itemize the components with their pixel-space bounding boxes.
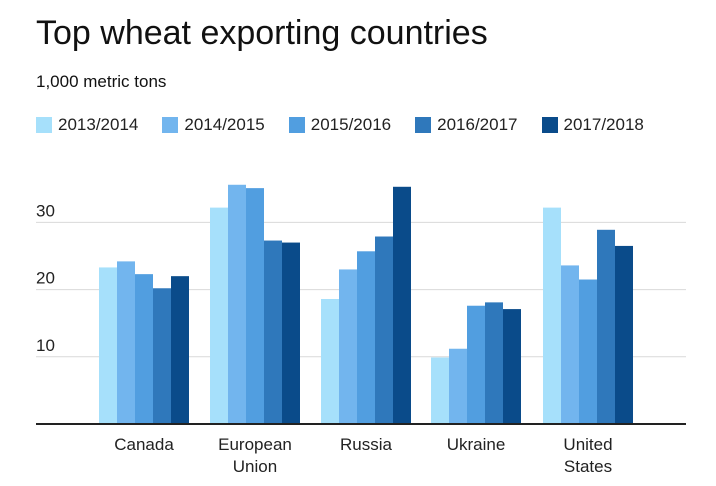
x-tick-label: Canada <box>114 435 174 454</box>
bar-canada-1 <box>117 261 135 424</box>
legend-label: 2014/2015 <box>184 115 265 134</box>
legend-swatch <box>36 117 52 133</box>
legend-label: 2013/2014 <box>58 115 139 134</box>
bar-russia-3 <box>375 236 393 424</box>
x-tick-label: European <box>218 435 292 454</box>
legend-item-3: 2016/2017 <box>415 115 518 135</box>
bar-united-states-3 <box>597 229 615 424</box>
bar-canada-0 <box>99 267 117 424</box>
bar-united-states-4 <box>615 245 633 424</box>
chart-subtitle: 1,000 metric tons <box>36 72 167 91</box>
legend-label: 2015/2016 <box>310 115 392 134</box>
legend-label: 2017/2018 <box>563 115 644 134</box>
bar-european-union-1 <box>228 184 246 424</box>
y-tick-label: 30 <box>36 201 55 220</box>
x-tick-label: Union <box>233 457 277 476</box>
chart-legend: 2013/2014 2014/2015 2015/2016 2016/2017 2017… <box>36 113 668 137</box>
legend-item-1: 2014/2015 <box>162 115 265 135</box>
bar-ukraine-3 <box>485 302 503 424</box>
bar-canada-2 <box>135 274 153 424</box>
legend-swatch <box>541 117 558 133</box>
bar-ukraine-0 <box>431 357 449 424</box>
bar-european-union-0 <box>210 207 228 424</box>
bar-canada-3 <box>153 288 171 424</box>
bar-european-union-4 <box>282 242 300 424</box>
y-tick-label: 20 <box>36 269 55 288</box>
legend-swatch <box>288 117 305 133</box>
bar-european-union-2 <box>246 188 264 424</box>
legend-swatch <box>162 117 179 133</box>
bar-ukraine-1 <box>449 348 467 424</box>
x-tick-label: States <box>564 457 612 476</box>
legend-item-2: 2015/2016 <box>288 115 392 135</box>
bar-united-states-0 <box>543 207 561 424</box>
bar-ukraine-2 <box>467 305 485 424</box>
bar-russia-0 <box>321 299 339 424</box>
x-tick-label: Ukraine <box>447 435 506 454</box>
bar-russia-1 <box>339 269 357 424</box>
chart-title: Top wheat exporting countries <box>36 14 488 52</box>
x-tick-label: United <box>563 435 612 454</box>
bar-united-states-2 <box>579 279 597 424</box>
bar-european-union-3 <box>264 240 282 424</box>
bar-united-states-1 <box>561 265 579 424</box>
bar-ukraine-4 <box>503 309 521 424</box>
y-tick-label: 10 <box>36 336 55 355</box>
legend-swatch <box>415 117 432 133</box>
legend-item-0: 2013/2014 <box>36 115 138 135</box>
bar-russia-4 <box>393 186 411 424</box>
legend-item-4: 2017/2018 <box>541 115 644 135</box>
bar-canada-4 <box>171 276 189 424</box>
x-tick-label: Russia <box>340 435 393 454</box>
bar-russia-2 <box>357 251 375 424</box>
legend-label: 2016/2017 <box>437 115 518 134</box>
